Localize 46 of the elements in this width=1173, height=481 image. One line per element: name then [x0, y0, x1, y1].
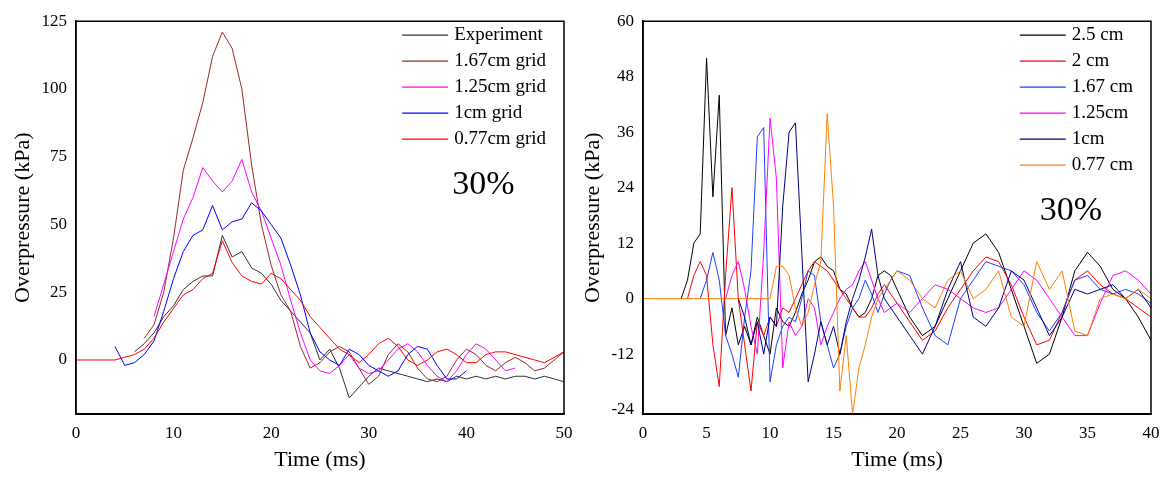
- y-tick-label: 12: [617, 232, 635, 252]
- y-tick-label: 50: [49, 213, 67, 233]
- x-tick-label: 15: [825, 422, 843, 442]
- y-axis-title: Overpressure (kPa): [578, 132, 604, 303]
- legend-label: 0.77 cm: [1071, 153, 1134, 175]
- legend-label: 2 cm: [1071, 49, 1110, 71]
- x-tick-label: 5: [702, 422, 711, 442]
- x-tick-label: 20: [888, 422, 906, 442]
- legend-label: Experiment: [454, 23, 544, 45]
- x-axis-title: Time (ms): [851, 445, 943, 471]
- y-tick-label: 48: [617, 66, 635, 86]
- y-tick-label: 75: [49, 146, 67, 166]
- x-tick-label: 0: [71, 422, 81, 442]
- x-tick-label: 10: [761, 422, 779, 442]
- annotation: 30%: [452, 164, 515, 202]
- x-tick-label: 35: [1079, 422, 1097, 442]
- x-tick-label: 50: [555, 422, 573, 442]
- legend-label: 1.25cm grid: [454, 75, 547, 97]
- legend-label: 1cm grid: [454, 101, 523, 123]
- legend-label: 0.77cm grid: [454, 127, 547, 149]
- x-axis-title: Time (ms): [274, 445, 366, 471]
- y-tick-label: -12: [611, 343, 635, 363]
- x-tick-label: 30: [1015, 422, 1033, 442]
- y-tick-label: 24: [617, 177, 635, 197]
- x-tick-label: 10: [165, 422, 183, 442]
- y-tick-label: -24: [611, 399, 635, 419]
- x-tick-label: 20: [262, 422, 280, 442]
- annotation: 30%: [1039, 190, 1103, 228]
- y-tick-label: 36: [617, 121, 635, 141]
- legend-label: 1.67 cm: [1071, 75, 1134, 97]
- y-tick-label: 100: [41, 78, 67, 98]
- legend-label: 1cm: [1071, 127, 1105, 149]
- legend-label: 2.5 cm: [1071, 23, 1124, 45]
- x-tick-label: 25: [952, 422, 970, 442]
- y-tick-label: 125: [41, 10, 67, 30]
- y-axis-title: Overpressure (kPa): [8, 132, 34, 303]
- x-tick-label: 40: [1142, 422, 1160, 442]
- y-tick-label: 25: [49, 281, 67, 301]
- y-tick-label: 60: [617, 10, 635, 30]
- y-tick-label: 0: [58, 349, 67, 369]
- x-tick-label: 0: [638, 422, 648, 442]
- x-tick-label: 40: [457, 422, 475, 442]
- x-tick-label: 30: [360, 422, 378, 442]
- legend-label: 1.25cm: [1071, 101, 1129, 123]
- y-tick-label: 0: [625, 288, 635, 308]
- legend-label: 1.67cm grid: [454, 49, 547, 71]
